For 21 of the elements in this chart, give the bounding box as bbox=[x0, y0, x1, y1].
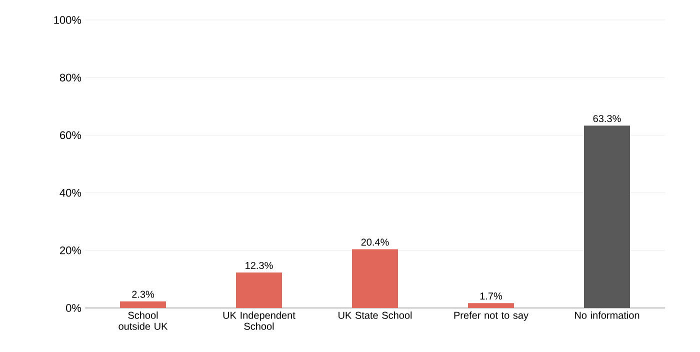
data-label: 2.3% bbox=[132, 290, 154, 298]
data-label: 12.3% bbox=[246, 262, 273, 270]
data-label: 1.7% bbox=[480, 292, 502, 300]
y-tick-label: 20% bbox=[60, 246, 82, 254]
x-tick-label: No information bbox=[575, 312, 640, 319]
y-tick-label: 80% bbox=[60, 74, 82, 82]
x-tick-label: UK State School bbox=[338, 312, 412, 319]
y-tick-label: 100% bbox=[54, 16, 82, 24]
y-tick-label: 60% bbox=[60, 131, 82, 140]
bar bbox=[352, 249, 398, 308]
bar bbox=[236, 272, 282, 308]
x-tick-label: Prefer not to say bbox=[454, 312, 528, 321]
y-tick-label: 40% bbox=[60, 188, 82, 197]
data-label: 20.4% bbox=[361, 238, 389, 246]
bar bbox=[584, 126, 630, 308]
x-tick-label: UK Independent School bbox=[223, 312, 296, 330]
y-tick-label: 0% bbox=[66, 304, 82, 312]
x-tick-label: School outside UK bbox=[118, 312, 168, 330]
bar bbox=[120, 301, 166, 308]
bar bbox=[468, 303, 514, 308]
data-label: 63.3% bbox=[593, 115, 621, 122]
